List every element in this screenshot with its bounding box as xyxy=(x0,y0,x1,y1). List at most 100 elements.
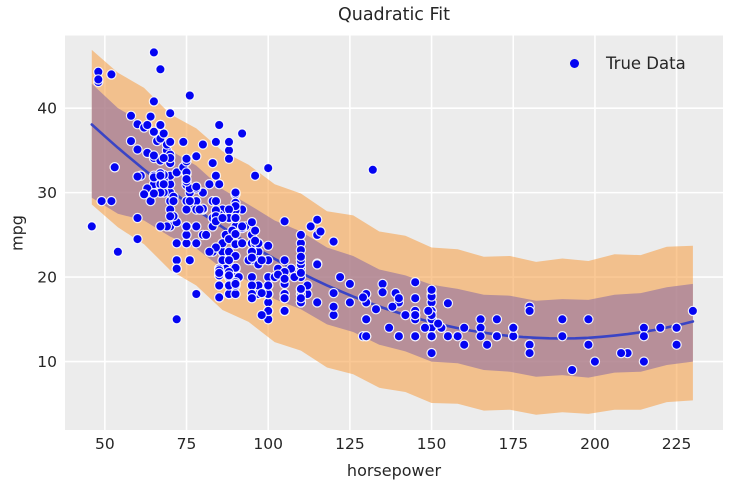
data-point xyxy=(566,364,578,376)
data-point xyxy=(197,139,209,150)
data-point xyxy=(213,178,225,190)
x-tick-label: 150 xyxy=(417,435,447,453)
data-point xyxy=(223,136,235,148)
data-point xyxy=(184,90,195,101)
data-point xyxy=(125,135,137,147)
data-point xyxy=(256,309,267,321)
data-point xyxy=(191,238,202,249)
data-point xyxy=(171,255,182,266)
data-point xyxy=(315,226,326,237)
data-point xyxy=(132,212,143,224)
data-point xyxy=(263,240,274,251)
data-point xyxy=(132,171,143,182)
data-point xyxy=(279,255,290,266)
data-point xyxy=(615,347,627,359)
data-point xyxy=(583,339,594,350)
data-point xyxy=(246,293,258,304)
data-point xyxy=(328,287,339,299)
data-point xyxy=(583,314,594,325)
data-point xyxy=(171,314,182,325)
data-point xyxy=(217,212,228,224)
data-point xyxy=(344,297,356,308)
data-point xyxy=(370,304,382,315)
data-point xyxy=(223,255,235,266)
data-point xyxy=(312,214,323,225)
data-point xyxy=(263,162,274,174)
data-point xyxy=(184,195,195,207)
data-point xyxy=(426,284,437,295)
x-tick-label: 125 xyxy=(335,435,365,453)
data-point xyxy=(334,271,346,283)
data-point xyxy=(432,318,444,329)
data-point xyxy=(125,110,137,122)
data-point xyxy=(344,278,356,290)
data-point xyxy=(459,322,470,333)
data-point xyxy=(138,189,150,200)
y-tick-label: 30 xyxy=(37,184,57,202)
data-point xyxy=(236,128,248,139)
data-point xyxy=(305,221,316,232)
data-point xyxy=(393,331,405,342)
data-point xyxy=(491,331,503,342)
data-point xyxy=(132,233,143,245)
data-point xyxy=(481,339,493,350)
data-point xyxy=(256,287,267,299)
data-point xyxy=(442,298,454,309)
data-point xyxy=(148,96,160,107)
data-point xyxy=(638,356,650,367)
data-point xyxy=(158,178,169,190)
data-point xyxy=(109,162,120,173)
data-point xyxy=(426,331,437,342)
data-point xyxy=(442,331,454,342)
data-point xyxy=(230,228,241,240)
data-point xyxy=(207,157,218,169)
data-point xyxy=(164,136,176,148)
data-point xyxy=(524,305,535,317)
data-point xyxy=(452,331,463,342)
data-point xyxy=(246,252,258,263)
data-point xyxy=(295,293,307,304)
data-point xyxy=(279,216,290,227)
legend-marker-dot xyxy=(570,58,579,68)
data-point xyxy=(164,107,176,119)
y-tick-label: 10 xyxy=(37,353,57,371)
data-point xyxy=(213,119,225,131)
x-axis-label: horsepower xyxy=(346,461,442,480)
legend: True Data xyxy=(560,52,686,74)
data-point xyxy=(671,322,682,333)
data-point xyxy=(158,128,169,139)
data-point xyxy=(410,277,421,288)
data-point xyxy=(223,270,235,281)
data-point xyxy=(230,187,241,198)
data-point xyxy=(557,331,568,342)
legend-label: True Data xyxy=(606,53,686,73)
data-point xyxy=(213,292,225,303)
data-point xyxy=(171,238,182,249)
data-point xyxy=(86,221,98,232)
data-point xyxy=(393,293,405,304)
data-point xyxy=(249,235,261,246)
data-point xyxy=(423,305,434,317)
data-point xyxy=(236,238,248,249)
data-point xyxy=(361,314,372,325)
data-point xyxy=(168,195,179,207)
data-point xyxy=(295,251,307,262)
data-point xyxy=(106,195,117,207)
data-point xyxy=(312,297,323,308)
data-point xyxy=(204,246,215,257)
data-point xyxy=(357,292,369,303)
data-point xyxy=(204,178,215,190)
data-point xyxy=(181,173,192,185)
data-point xyxy=(246,280,258,291)
y-tick-label: 20 xyxy=(37,269,57,287)
x-tick-label: 75 xyxy=(177,435,197,453)
x-tick-label: 225 xyxy=(662,435,692,453)
data-point xyxy=(400,309,411,321)
data-point xyxy=(328,301,339,312)
data-point xyxy=(93,74,104,85)
data-point xyxy=(279,273,290,284)
data-point xyxy=(295,267,307,279)
data-point xyxy=(158,152,169,164)
data-point xyxy=(230,212,241,224)
